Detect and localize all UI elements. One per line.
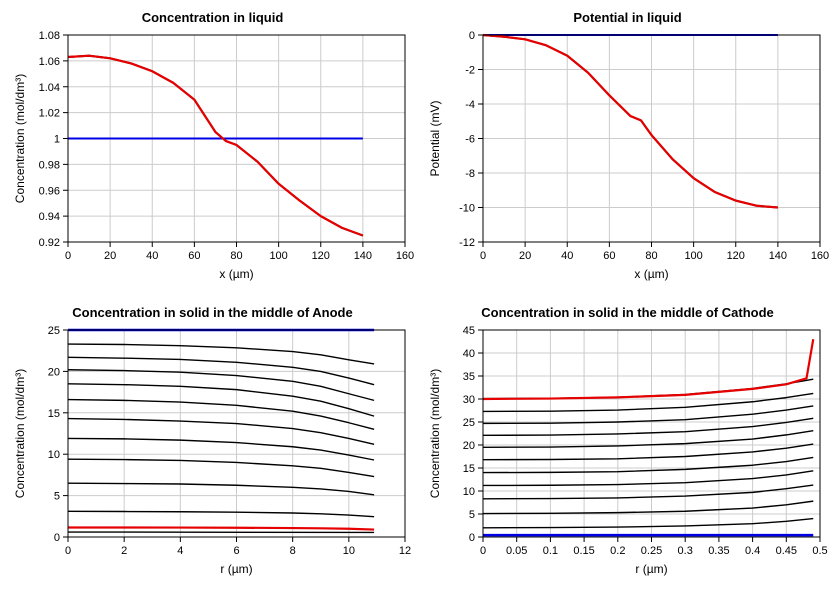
svg-text:0.05: 0.05 (506, 545, 527, 557)
svg-text:-12: -12 (459, 237, 475, 249)
svg-text:0.4: 0.4 (745, 545, 760, 557)
svg-text:0.96: 0.96 (39, 185, 60, 197)
svg-text:-10: -10 (459, 203, 475, 215)
title-conc-liquid: Concentration in liquid (10, 10, 415, 25)
svg-text:Concentration (mol/dm³): Concentration (mol/dm³) (428, 369, 442, 498)
svg-text:0.94: 0.94 (39, 211, 60, 223)
svg-text:0: 0 (480, 545, 486, 557)
svg-text:40: 40 (561, 250, 573, 262)
svg-text:30: 30 (463, 394, 475, 406)
svg-text:15: 15 (463, 463, 475, 475)
svg-text:0.15: 0.15 (573, 545, 594, 557)
svg-text:1.04: 1.04 (39, 82, 60, 94)
svg-text:10: 10 (343, 545, 355, 557)
svg-text:15: 15 (48, 408, 60, 420)
svg-text:0.98: 0.98 (39, 159, 60, 171)
svg-text:60: 60 (603, 250, 615, 262)
svg-text:25: 25 (463, 417, 475, 429)
svg-text:0: 0 (65, 250, 71, 262)
svg-text:Concentration (mol/dm³): Concentration (mol/dm³) (13, 369, 27, 498)
panel-conc-cathode: Concentration in solid in the middle of … (425, 305, 830, 590)
panel-conc-liquid: Concentration in liquid 0 20 40 60 80 100 120 1… (10, 10, 415, 295)
svg-text:10: 10 (463, 486, 475, 498)
title-conc-anode: Concentration in solid in the middle of … (10, 305, 415, 320)
svg-text:0: 0 (480, 250, 486, 262)
svg-text:1.08: 1.08 (39, 30, 60, 42)
svg-text:0: 0 (54, 532, 60, 544)
svg-text:20: 20 (519, 250, 531, 262)
svg-text:120: 120 (727, 250, 745, 262)
svg-conc-liquid: 0 20 40 60 80 100 120 140 160 0.92 0.94 0.96 0.98 1 1.… (10, 29, 415, 284)
svg-text:x (µm): x (µm) (219, 267, 253, 281)
svg-text:25: 25 (48, 325, 60, 337)
svg-text:140: 140 (354, 250, 372, 262)
svg-text:0: 0 (469, 532, 475, 544)
svg-text:-8: -8 (465, 168, 475, 180)
svg-text:20: 20 (463, 440, 475, 452)
svg-text:80: 80 (645, 250, 657, 262)
svg-text:10: 10 (48, 449, 60, 461)
svg-text:0.92: 0.92 (39, 237, 60, 249)
svg-text:-6: -6 (465, 134, 475, 146)
svg-pot-liquid: 0 20 40 60 80 100 120 140 160 -12 -10 -8 -6 -4 -2 0 x (µ… (425, 29, 830, 284)
svg-text:20: 20 (48, 366, 60, 378)
svg-text:140: 140 (769, 250, 787, 262)
svg-text:0.5: 0.5 (812, 545, 827, 557)
panel-pot-liquid: Potential in liquid 0 20 40 60 80 100 120 140 16… (425, 10, 830, 295)
svg-text:0.2: 0.2 (610, 545, 625, 557)
svg-conc-cathode: 0 0.05 0.1 0.15 0.2 0.25 0.3 0.35 0.4 0.45 0.5 0 5 10… (425, 324, 830, 579)
svg-text:45: 45 (463, 325, 475, 337)
svg-text:r (µm): r (µm) (220, 562, 252, 576)
svg-text:40: 40 (463, 348, 475, 360)
svg-text:0: 0 (469, 30, 475, 42)
panel-conc-anode: Concentration in solid in the middle of … (10, 305, 415, 590)
svg-text:6: 6 (233, 545, 239, 557)
svg-text:40: 40 (146, 250, 158, 262)
svg-text:100: 100 (269, 250, 287, 262)
svg-text:-4: -4 (465, 99, 475, 111)
title-conc-cathode: Concentration in solid in the middle of … (425, 305, 830, 320)
svg-text:0.45: 0.45 (776, 545, 797, 557)
svg-text:160: 160 (811, 250, 829, 262)
svg-text:2: 2 (121, 545, 127, 557)
svg-text:12: 12 (399, 545, 411, 557)
svg-text:1.02: 1.02 (39, 108, 60, 120)
svg-text:5: 5 (469, 509, 475, 521)
svg-text:Concentration (mol/dm³): Concentration (mol/dm³) (13, 74, 27, 203)
svg-text:0: 0 (65, 545, 71, 557)
chart-grid: Concentration in liquid 0204060801001201… (10, 10, 830, 590)
svg-text:120: 120 (312, 250, 330, 262)
svg-text:r (µm): r (µm) (635, 562, 667, 576)
svg-text:Potential (mV): Potential (mV) (428, 100, 442, 176)
svg-text:100: 100 (684, 250, 702, 262)
svg-text:5: 5 (54, 491, 60, 503)
svg-text:8: 8 (290, 545, 296, 557)
svg-text:1: 1 (54, 134, 60, 146)
svg-text:0.25: 0.25 (641, 545, 662, 557)
svg-text:0.1: 0.1 (543, 545, 558, 557)
title-pot-liquid: Potential in liquid (425, 10, 830, 25)
svg-text:60: 60 (188, 250, 200, 262)
svg-text:-2: -2 (465, 65, 475, 77)
svg-conc-anode: 0 2 4 6 8 10 12 0 5 10 15 20 25 r (µm) Concentration (… (10, 324, 415, 579)
svg-text:80: 80 (230, 250, 242, 262)
svg-text:1.06: 1.06 (39, 56, 60, 68)
svg-text:160: 160 (396, 250, 414, 262)
svg-text:20: 20 (104, 250, 116, 262)
svg-text:x (µm): x (µm) (634, 267, 668, 281)
svg-text:35: 35 (463, 371, 475, 383)
svg-text:0.3: 0.3 (678, 545, 693, 557)
svg-text:4: 4 (177, 545, 183, 557)
svg-text:0.35: 0.35 (708, 545, 729, 557)
